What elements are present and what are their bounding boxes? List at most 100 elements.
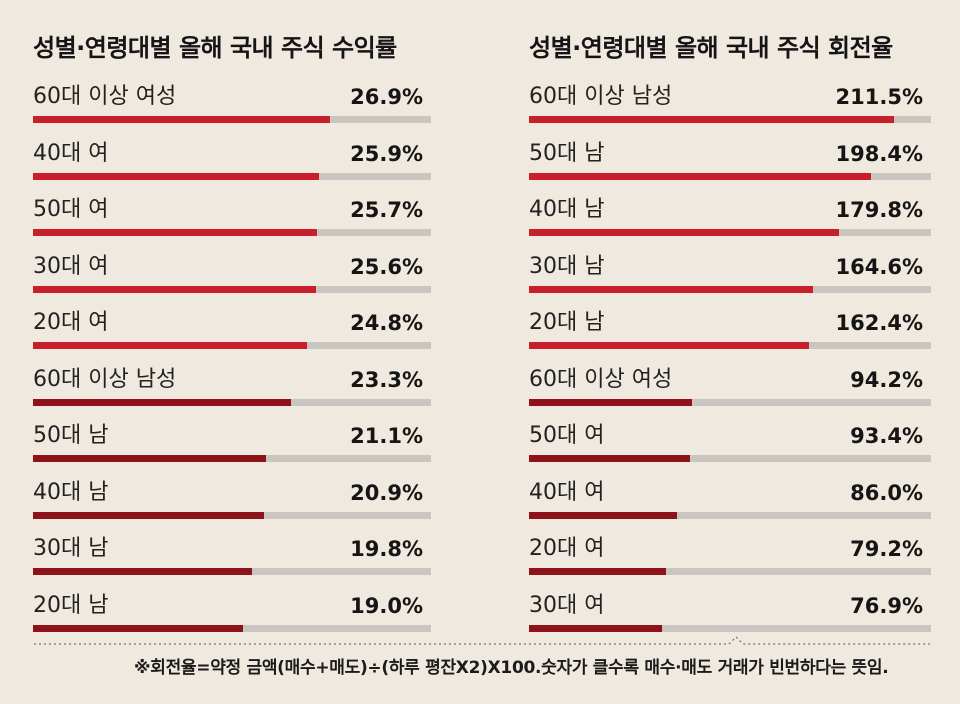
bar-track (33, 229, 431, 236)
bar (33, 455, 267, 462)
bar (33, 511, 265, 519)
bar-track (33, 511, 431, 519)
bar-row: 60대 이상 여성 94.2% (529, 365, 931, 421)
category-label: 20대 여 (33, 310, 109, 335)
footnote-divider (34, 636, 930, 645)
bar-track (529, 285, 931, 293)
footnote-text: ※회전율=약정 금액(매수+매도)÷(하루 평잔X2)X100.숫자가 클수록 … (134, 658, 889, 678)
value-label: 211.5% (835, 85, 923, 109)
bar-track (529, 511, 931, 519)
category-label: 50대 남 (33, 423, 109, 448)
bar-row: 30대 남 164.6% (529, 252, 931, 308)
category-label: 40대 남 (529, 197, 605, 222)
yield-chart-title: 성별·연령대별 올해 국내 주식 수익률 (33, 34, 397, 62)
category-label: 20대 남 (529, 310, 605, 335)
category-label: 60대 이상 남성 (529, 84, 673, 109)
value-label: 20.9% (350, 480, 423, 505)
category-label: 60대 이상 여성 (33, 84, 177, 109)
bar-row: 20대 여 24.8% (33, 308, 431, 364)
category-label: 30대 여 (33, 253, 109, 279)
category-label: 40대 여 (33, 140, 109, 166)
value-label: 93.4% (850, 424, 923, 448)
bar (33, 398, 291, 406)
category-label: 50대 여 (529, 423, 605, 448)
bar-row: 20대 남 162.4% (529, 308, 931, 364)
bar-track (33, 172, 431, 180)
bar-track (529, 398, 931, 406)
bar (33, 116, 331, 123)
value-label: 164.6% (835, 254, 923, 279)
bar (33, 568, 252, 575)
bar (529, 116, 894, 123)
bar (529, 172, 872, 180)
value-label: 86.0% (850, 480, 923, 505)
bar-track (33, 568, 431, 575)
category-label: 30대 남 (529, 253, 605, 279)
bar (33, 342, 308, 349)
value-label: 19.0% (350, 593, 423, 618)
category-label: 20대 남 (33, 592, 109, 618)
bar-row: 20대 남 19.0% (33, 591, 431, 647)
value-label: 94.2% (850, 367, 923, 392)
value-label: 76.9% (850, 593, 923, 618)
value-label: 23.3% (350, 367, 423, 392)
bar-row: 50대 남 198.4% (529, 139, 931, 195)
bar-row: 40대 남 179.8% (529, 195, 931, 251)
bar-row: 40대 남 20.9% (33, 478, 431, 534)
bar-track (33, 342, 431, 349)
bar (33, 172, 320, 180)
value-label: 179.8% (835, 198, 923, 222)
bar-row: 40대 여 25.9% (33, 139, 431, 195)
bar-track (529, 116, 931, 123)
value-label: 25.9% (350, 141, 423, 166)
category-label: 50대 남 (529, 140, 605, 166)
bar (529, 229, 840, 236)
bar-track (33, 455, 431, 462)
bar-track (33, 624, 431, 632)
bar-row: 60대 이상 남성 23.3% (33, 365, 431, 421)
value-label: 24.8% (350, 311, 423, 335)
bar-track (529, 342, 931, 349)
bar-track (33, 398, 431, 406)
bar (529, 398, 692, 406)
value-label: 19.8% (350, 537, 423, 561)
bar-row: 50대 여 93.4% (529, 421, 931, 477)
category-label: 40대 남 (33, 479, 109, 505)
bar-track (529, 229, 931, 236)
bar-row: 30대 남 19.8% (33, 534, 431, 590)
category-label: 60대 이상 남성 (33, 366, 177, 392)
bar-track (33, 116, 431, 123)
category-label: 40대 여 (529, 479, 605, 505)
bar-track (529, 568, 931, 575)
bar-row: 30대 여 25.6% (33, 252, 431, 308)
bar (33, 285, 317, 293)
bar-row: 50대 여 25.7% (33, 195, 431, 251)
value-label: 198.4% (835, 141, 923, 166)
bar-track (33, 285, 431, 293)
bar (529, 624, 662, 632)
bar-row: 60대 이상 여성 26.9% (33, 82, 431, 138)
bar (529, 568, 666, 575)
bar-row: 50대 남 21.1% (33, 421, 431, 477)
category-label: 30대 여 (529, 592, 605, 618)
category-label: 20대 여 (529, 536, 605, 561)
bar (529, 342, 810, 349)
value-label: 26.9% (350, 85, 423, 109)
bar (529, 511, 678, 519)
value-label: 162.4% (835, 311, 923, 335)
turnover-chart-title: 성별·연령대별 올해 국내 주식 회전율 (529, 34, 893, 62)
bar (33, 229, 318, 236)
bar-row: 40대 여 86.0% (529, 478, 931, 534)
category-label: 60대 이상 여성 (529, 366, 673, 392)
category-label: 50대 여 (33, 197, 109, 222)
bar (529, 285, 813, 293)
bar-row: 60대 이상 남성 211.5% (529, 82, 931, 138)
value-label: 25.7% (350, 198, 423, 222)
bar-row: 20대 여 79.2% (529, 534, 931, 590)
value-label: 21.1% (350, 424, 423, 448)
bar-track (529, 172, 931, 180)
bar (33, 624, 244, 632)
bar-track (529, 455, 931, 462)
bar-row: 30대 여 76.9% (529, 591, 931, 647)
value-label: 25.6% (350, 254, 423, 279)
